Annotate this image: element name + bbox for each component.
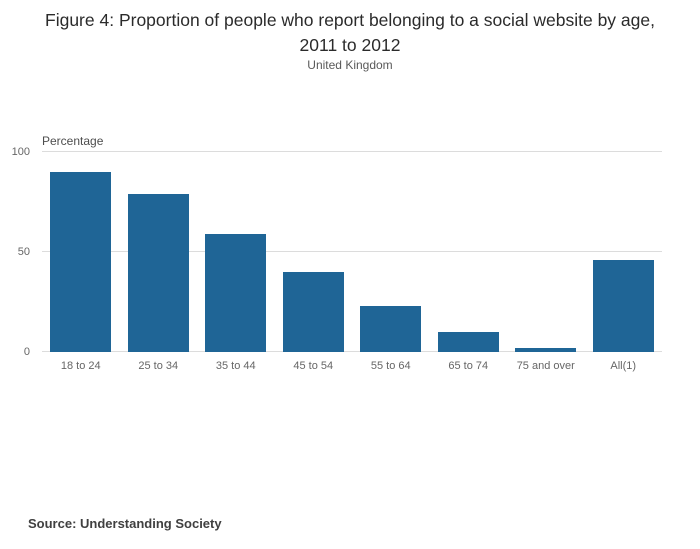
bar-slot [585,152,663,352]
bars [42,152,662,352]
x-axis-labels: 18 to 24 25 to 34 35 to 44 45 to 54 55 to 64… [42,360,662,372]
y-axis-title: Percentage [42,134,104,148]
x-tick-label: 45 to 54 [293,360,334,372]
bar-slot [42,152,120,352]
bar[interactable] [437,332,499,352]
x-tick-label: 55 to 64 [370,360,411,372]
x-tick-label: 35 to 44 [215,360,256,372]
bar[interactable] [282,272,344,352]
y-tick-label: 0 [23,346,30,358]
bar-slot [352,152,430,352]
y-tick-label: 100 [11,146,30,158]
gridline [42,151,662,152]
bar[interactable] [360,306,422,352]
bar[interactable] [592,260,654,352]
bar-slot [507,152,585,352]
bar-slot [197,152,275,352]
y-tick-label: 50 [17,246,30,258]
x-tick-label: 65 to 74 [448,360,489,372]
bar[interactable] [50,172,112,352]
gridline [42,351,662,352]
y-axis-ticks: 0 50 100 [4,146,36,358]
x-tick-label: 18 to 24 [60,360,101,372]
source-text: Source: Understanding Society [28,516,222,531]
bar[interactable] [515,348,577,352]
bar[interactable] [205,234,267,352]
bar-slot [120,152,198,352]
x-tick-label: All(1) [610,360,637,372]
x-tick-label: 75 and over [516,360,575,372]
x-tick-label: 25 to 34 [138,360,179,372]
plot-area [42,151,662,352]
gridline [42,251,662,252]
bar[interactable] [127,194,189,352]
bar-slot [430,152,508,352]
bar-slot [275,152,353,352]
figure-title: Figure 4: Proportion of people who repor… [45,10,655,55]
figure-subtitle: United Kingdom [307,58,393,72]
